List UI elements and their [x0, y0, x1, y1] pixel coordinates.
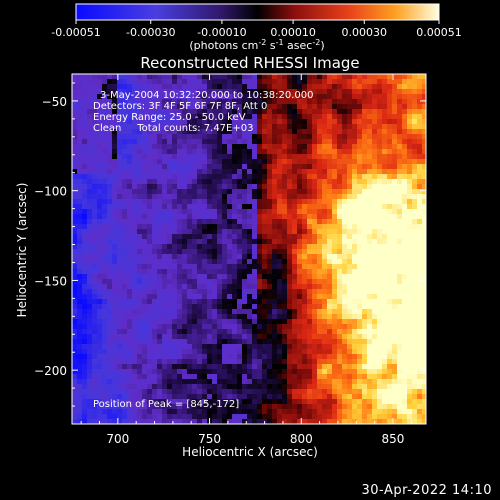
x-tick-label: 750	[198, 432, 221, 446]
colorbar-tick-labels: -0.00051 -0.00030 -0.00010 0.00010 0.00030 0.…	[51, 26, 461, 39]
colorbar-units: (photons cm-2 s-1 asec-2)	[189, 38, 324, 52]
chart-title: Reconstructed RHESSI Image	[140, 54, 359, 72]
x-axis-ticks: 700 750 800 850	[80, 74, 412, 446]
annotation-block: 3-May-2004 10:32:20.000 to 10:38:20.000 …	[93, 90, 313, 410]
colorbar-tick-label: -0.00030	[126, 26, 175, 39]
annotation-time-range: 3-May-2004 10:32:20.000 to 10:38:20.000	[100, 90, 313, 101]
x-axis-label: Heliocentric X (arcsec)	[182, 445, 318, 459]
y-tick-label: −50	[42, 95, 67, 109]
x-tick-label: 850	[382, 432, 405, 446]
x-tick-label: 800	[290, 432, 313, 446]
heatmap-cells	[72, 74, 426, 424]
colorbar-tick-label: -0.00010	[197, 26, 246, 39]
y-axis-label: Heliocentric Y (arcsec)	[15, 183, 29, 318]
y-tick-label: −150	[34, 274, 67, 288]
annotation-peak-position: Position of Peak = [845,-172]	[93, 399, 239, 410]
colorbar-tick-label: 0.00030	[342, 26, 388, 39]
annotation-detectors: Detectors: 3F 4F 5F 6F 7F 8F, Att 0	[93, 101, 267, 112]
colorbar-tick-label: 0.00010	[270, 26, 316, 39]
x-tick-label: 700	[106, 432, 129, 446]
colorbar-tick-label: -0.00051	[51, 26, 100, 39]
annotation-energy-range: Energy Range: 25.0 - 50.0 keV	[93, 112, 246, 123]
y-axis-ticks: −50 −100 −150 −200	[34, 82, 426, 407]
colorbar-tick-label: 0.00051	[416, 26, 462, 39]
annotation-clean-counts: Clean Total counts: 7.47E+03	[93, 123, 253, 134]
y-tick-label: −200	[34, 364, 67, 378]
y-tick-label: −100	[34, 185, 67, 199]
colorbar-ticks	[75, 20, 440, 24]
render-timestamp: 30-Apr-2022 14:10	[361, 483, 492, 498]
colorbar	[75, 3, 440, 21]
plot-frame	[71, 73, 427, 425]
